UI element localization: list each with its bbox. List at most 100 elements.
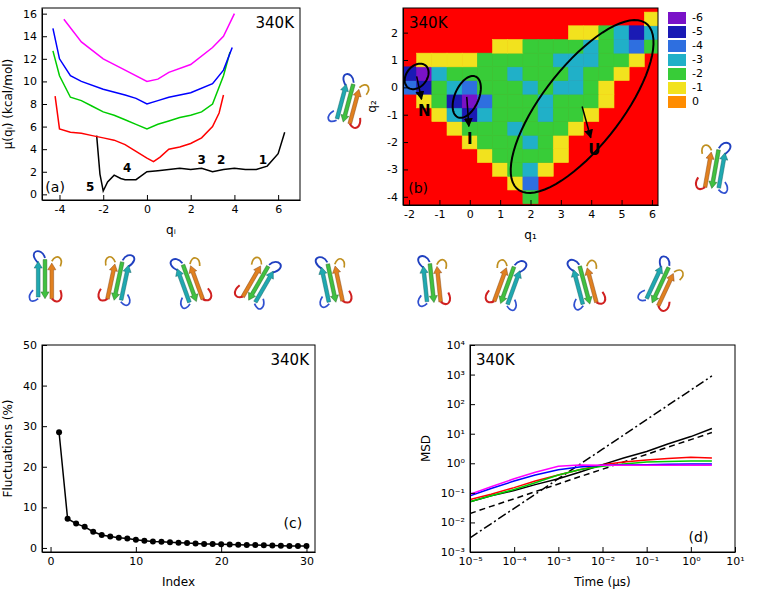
heatmap-cell bbox=[629, 53, 644, 67]
heatmap-cell bbox=[462, 67, 477, 81]
series-marker bbox=[278, 543, 284, 549]
tick: 8 bbox=[30, 98, 47, 111]
tick-label: 10⁻³ bbox=[547, 555, 571, 568]
plot-frame bbox=[403, 8, 658, 205]
tick-mark bbox=[470, 375, 475, 376]
heatmap-cell bbox=[538, 53, 553, 67]
tick: 10⁻¹ bbox=[635, 547, 659, 568]
tick-mark bbox=[306, 547, 307, 552]
heatmap-cell bbox=[568, 26, 583, 40]
series-marker bbox=[116, 535, 122, 541]
panel-label: (c) bbox=[284, 515, 303, 531]
tick-label: -1 bbox=[434, 208, 445, 221]
x-axis-line bbox=[43, 552, 316, 553]
protein-strand bbox=[187, 264, 207, 300]
tick-mark bbox=[42, 14, 47, 15]
series-line bbox=[470, 461, 712, 502]
legend-swatch bbox=[668, 26, 686, 38]
tick-label: 0 bbox=[144, 203, 151, 216]
tick: -2 bbox=[98, 195, 109, 216]
tick-mark bbox=[42, 467, 47, 468]
tick-label: 10⁻³ bbox=[441, 546, 465, 559]
tick-label: 4 bbox=[588, 208, 595, 221]
annotation: 1 bbox=[259, 153, 267, 167]
tick-label: 10³ bbox=[447, 369, 465, 382]
x-axis-title: Index bbox=[162, 575, 195, 589]
heatmap-cell bbox=[599, 81, 614, 95]
series-marker bbox=[124, 536, 130, 542]
heatmap-cell bbox=[508, 108, 523, 122]
region-arrow bbox=[417, 76, 422, 99]
tick: 10⁰ bbox=[682, 547, 701, 568]
panel-label: (b) bbox=[408, 180, 428, 196]
heatmap-cell bbox=[523, 81, 538, 95]
tick-mark bbox=[591, 200, 592, 205]
y-axis-line bbox=[42, 346, 43, 553]
tick-mark bbox=[103, 195, 104, 200]
y-axis-title: μ(qᵢ) (kcal/mol) bbox=[1, 59, 15, 150]
tick: 12 bbox=[23, 53, 47, 66]
tick: 10¹ bbox=[726, 547, 744, 568]
tick-label: 2 bbox=[188, 203, 195, 216]
heatmap-cell bbox=[508, 67, 523, 81]
heatmap-cell bbox=[477, 122, 492, 136]
heatmap-cell bbox=[432, 67, 447, 81]
tick-label: -3 bbox=[387, 163, 398, 176]
tick: 10¹ bbox=[447, 428, 475, 441]
tick-mark bbox=[500, 200, 501, 205]
heatmap-cell bbox=[417, 67, 432, 81]
series-marker bbox=[261, 542, 267, 548]
y-axis: 01020304050 bbox=[23, 339, 47, 555]
tick: 3 bbox=[558, 200, 565, 221]
panel: 010203001020304050IndexFluctuations (%)3… bbox=[1, 339, 316, 589]
tick: 10 bbox=[23, 75, 47, 88]
tick-mark bbox=[514, 547, 515, 552]
tick-label: 8 bbox=[30, 98, 37, 111]
heatmap-cell bbox=[644, 39, 658, 53]
plot-area bbox=[56, 429, 309, 549]
heatmap-cell bbox=[553, 81, 568, 95]
legend-label: -5 bbox=[692, 25, 703, 38]
x-axis: 0102030 bbox=[43, 547, 316, 568]
heatmap-cell bbox=[493, 149, 508, 163]
tick-label: 0 bbox=[30, 542, 37, 555]
series-marker bbox=[235, 542, 241, 548]
heatmap-cell bbox=[447, 122, 462, 136]
heatmap-cell bbox=[477, 135, 492, 149]
series-marker bbox=[82, 524, 88, 530]
series-marker bbox=[90, 529, 96, 535]
protein-loop bbox=[440, 292, 451, 304]
tick: -4 bbox=[55, 195, 66, 216]
series-line bbox=[470, 429, 712, 502]
protein-loop bbox=[657, 298, 670, 312]
plot-area bbox=[470, 376, 712, 538]
protein-strand bbox=[41, 260, 49, 299]
series-line bbox=[470, 376, 712, 538]
heatmap-cell bbox=[568, 81, 583, 95]
heatmap-cell bbox=[447, 67, 462, 81]
x-axis-line bbox=[471, 552, 736, 553]
series-line bbox=[470, 465, 712, 494]
tick: 2 bbox=[391, 27, 408, 40]
heatmap-cell bbox=[462, 53, 477, 67]
series-marker bbox=[286, 543, 292, 549]
heatmap-cell bbox=[477, 108, 492, 122]
protein-loop bbox=[695, 177, 706, 190]
heatmap-cell bbox=[538, 149, 553, 163]
tick-mark bbox=[470, 200, 471, 205]
heatmap-cell bbox=[523, 108, 538, 122]
protein-loop bbox=[594, 292, 606, 305]
protein-strand bbox=[34, 261, 42, 297]
panel-label: (a) bbox=[45, 179, 65, 195]
heatmap-cell bbox=[629, 26, 644, 40]
tick-label: 4 bbox=[231, 203, 238, 216]
panel-title: 340K bbox=[256, 14, 296, 32]
tick: 2 bbox=[528, 200, 535, 221]
heatmap-cell bbox=[599, 67, 614, 81]
tick-mark bbox=[603, 547, 604, 552]
heatmap-cell bbox=[553, 149, 568, 163]
tick-label: 1 bbox=[391, 54, 398, 67]
y-axis-title: MSD bbox=[419, 435, 433, 462]
tick: 2 bbox=[188, 195, 195, 216]
region-outline bbox=[511, 20, 654, 193]
